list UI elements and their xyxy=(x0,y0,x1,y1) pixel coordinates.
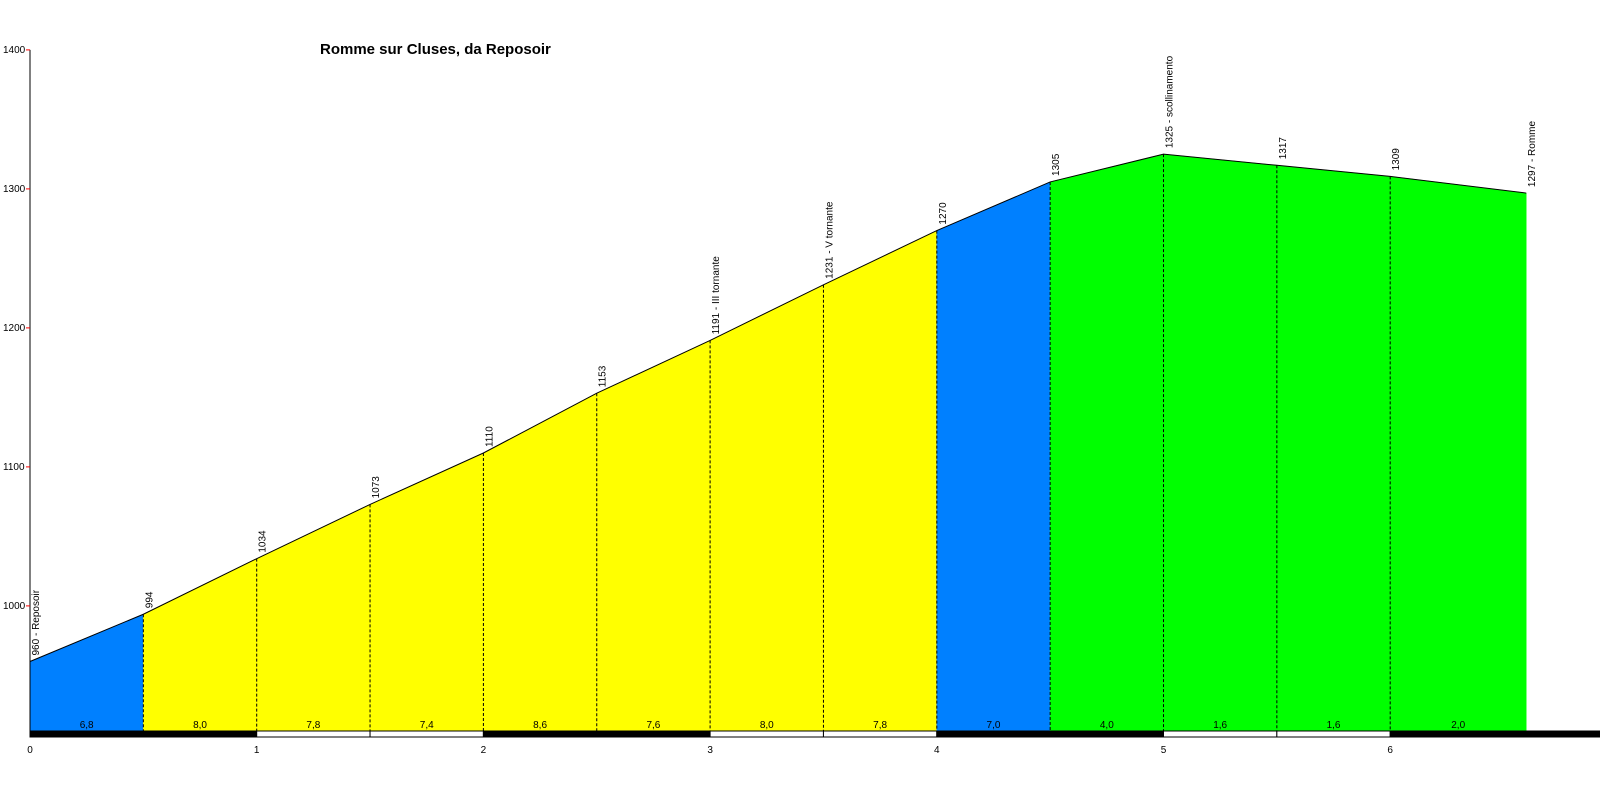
grade-label: 8,0 xyxy=(193,720,207,731)
distance-bar-cell xyxy=(596,730,711,738)
point-label: 1317 xyxy=(1278,137,1289,160)
segment-area-2 xyxy=(143,558,257,732)
point-label: 1153 xyxy=(598,365,609,387)
segment-area-6 xyxy=(596,340,711,732)
x-tick-label: 6 xyxy=(1387,745,1393,756)
x-tick-label: 1 xyxy=(254,745,260,756)
segment-area-3 xyxy=(256,504,371,732)
x-tick-label: 0 xyxy=(27,745,33,756)
point-label: 1073 xyxy=(371,476,382,499)
segment-area-13 xyxy=(1389,176,1527,732)
segment-area-12 xyxy=(1276,164,1391,732)
point-label: 960 - Reposoir xyxy=(31,589,42,655)
y-axis: 1000 1100 1200 1300 1400 xyxy=(3,45,31,731)
segment-area-8 xyxy=(823,230,938,732)
point-label: 1191 - III tornante xyxy=(711,256,722,335)
profile-areas xyxy=(29,153,1527,732)
point-label: 1305 xyxy=(1051,153,1062,176)
point-label: 994 xyxy=(144,591,155,608)
chart-title: Romme sur Cluses, da Reposoir xyxy=(320,41,551,58)
segment-area-1 xyxy=(29,613,144,732)
distance-bar-cell xyxy=(482,730,598,738)
point-label: 1309 xyxy=(1391,148,1402,171)
segment-area-10 xyxy=(1049,153,1164,732)
grade-label: 7,4 xyxy=(420,720,434,731)
point-label: 1231 - V tornante xyxy=(824,201,835,279)
segment-area-7 xyxy=(709,284,824,732)
grade-label: 1,6 xyxy=(1213,720,1227,731)
grade-label: 6,8 xyxy=(80,720,94,731)
point-label: 1110 xyxy=(484,426,495,447)
y-tick-label: 1400 xyxy=(3,45,26,56)
distance-bar-cell xyxy=(29,730,144,738)
grade-label: 7,0 xyxy=(987,720,1001,731)
distance-bar-cell xyxy=(256,730,371,738)
x-tick-label: 2 xyxy=(481,745,487,756)
distance-bar xyxy=(29,730,1600,738)
segment-area-9 xyxy=(936,181,1051,732)
y-tick-label: 1200 xyxy=(3,323,26,334)
grade-label: 8,6 xyxy=(533,720,547,731)
segment-area-11 xyxy=(1163,153,1278,732)
grade-label: 7,8 xyxy=(873,720,887,731)
y-tick-label: 1100 xyxy=(3,462,25,473)
point-label: 1297 - Romme xyxy=(1527,120,1538,187)
y-tick-label: 1300 xyxy=(3,184,26,195)
grade-label: 1,6 xyxy=(1327,720,1341,731)
distance-bar-cell xyxy=(1503,730,1600,738)
distance-bar-cell xyxy=(822,730,938,738)
km-dividers xyxy=(142,154,1391,731)
distance-bar-cell xyxy=(1163,730,1278,738)
segment-area-4 xyxy=(369,452,484,732)
distance-bar-cell xyxy=(369,730,484,738)
point-label: 1270 xyxy=(938,202,949,225)
distance-bar-cell xyxy=(936,730,1051,738)
distance-bar-cell xyxy=(142,730,258,738)
distance-bar-cell xyxy=(1389,730,1505,738)
grade-label: 4,0 xyxy=(1100,720,1114,731)
grade-label: 7,6 xyxy=(646,720,660,731)
y-tick-label: 1000 xyxy=(3,601,26,612)
x-tick-label: 5 xyxy=(1161,745,1167,756)
x-tick-label: 3 xyxy=(707,745,713,756)
grade-label: 2,0 xyxy=(1451,720,1465,731)
grade-labels: 6,8 8,0 7,8 7,4 8,6 7,6 8,0 7,8 7,0 4,0 1,6 1,6 2,0 xyxy=(80,720,1466,731)
x-tick-label: 4 xyxy=(934,745,940,756)
point-label: 1034 xyxy=(258,530,269,553)
profile-outline xyxy=(29,153,1527,662)
distance-bar-cell xyxy=(1049,730,1165,738)
distance-bar-cell xyxy=(1276,730,1391,738)
grade-label: 7,8 xyxy=(306,720,320,731)
point-labels: 960 - Reposoir 994 1034 1073 1110 1153 1191 - … xyxy=(31,55,1538,655)
x-axis: 0 1 2 3 4 5 6 xyxy=(27,745,1393,756)
distance-bar-cell xyxy=(709,730,824,738)
grade-label: 8,0 xyxy=(760,720,774,731)
point-label: 1325 - scollinamento xyxy=(1165,55,1176,148)
